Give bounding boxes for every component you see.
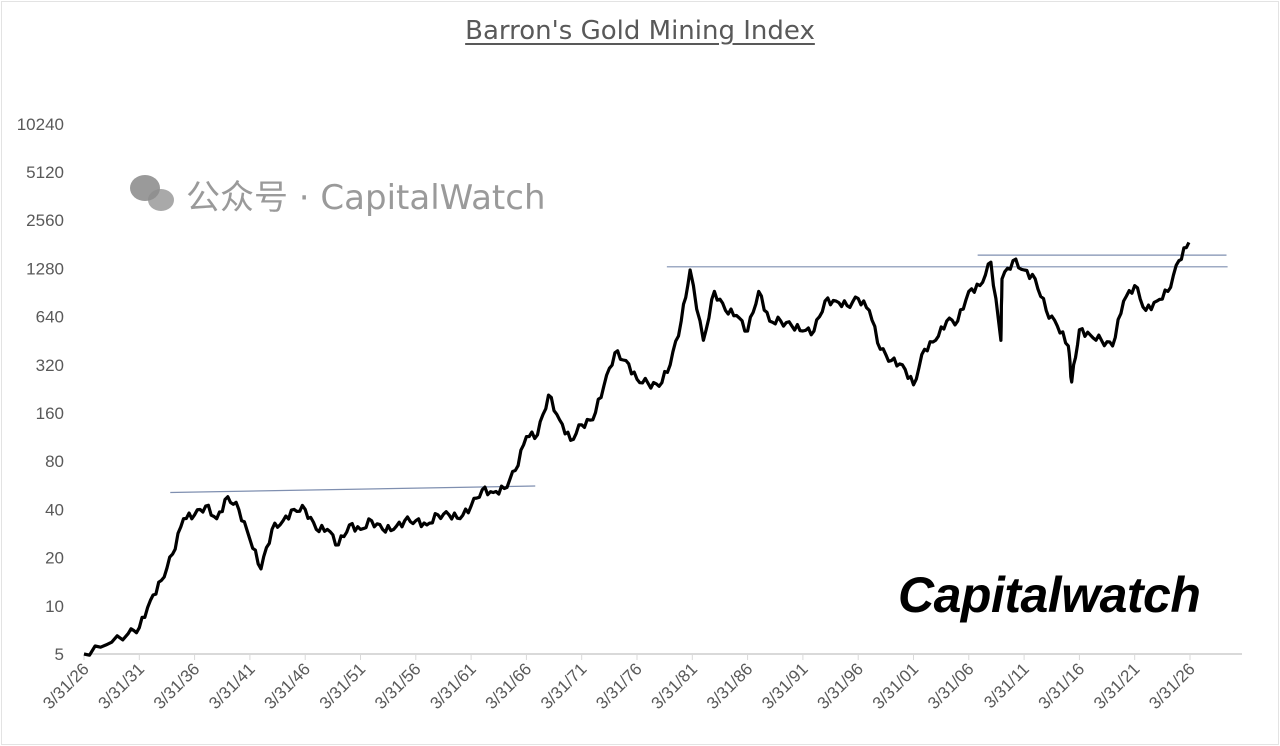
x-axis: 3/31/26 3/31/31 3/31/36 3/31/41 3/31/46 3/31/…: [39, 653, 1242, 713]
x-tick-label: 3/31/91: [758, 659, 812, 713]
y-tick-label: 320: [36, 356, 64, 375]
x-tick-label: 3/31/46: [260, 659, 314, 713]
x-tick-label: 3/31/41: [205, 659, 259, 713]
wechat-watermark-text: 公众号 · CapitalWatch: [186, 178, 546, 218]
x-tick-label: 3/31/06: [924, 659, 978, 713]
x-tick-label: 3/31/56: [371, 659, 425, 713]
x-tick-label: 3/31/61: [426, 659, 480, 713]
x-tick-label: 3/31/76: [592, 659, 646, 713]
wechat-watermark: 公众号 · CapitalWatch: [130, 170, 546, 219]
series-group: [83, 241, 1191, 657]
y-tick-label: 5: [55, 645, 64, 664]
x-tick-label: 3/31/11: [980, 659, 1033, 712]
x-tick-label: 3/31/26: [1145, 659, 1199, 713]
x-tick-label: 3/31/96: [813, 659, 867, 713]
y-tick-label: 5120: [26, 163, 64, 182]
x-tick-label: 3/31/31: [95, 659, 149, 713]
x-tick-label: 3/31/71: [537, 659, 591, 713]
chart-title: Barron's Gold Mining Index: [465, 16, 815, 46]
series-line: [83, 241, 1191, 657]
x-tick-label: 3/31/51: [316, 659, 370, 713]
x-tick-label: 3/31/01: [869, 659, 923, 713]
y-tick-label: 80: [45, 452, 64, 471]
y-tick-label: 640: [36, 308, 64, 327]
x-tick-label: 3/31/21: [1090, 659, 1144, 713]
x-tick-label: 3/31/16: [1035, 659, 1089, 713]
x-tick-label: 3/31/36: [150, 659, 204, 713]
brand-watermark: Capitalwatch: [898, 567, 1201, 623]
y-axis: 5 10 20 40 80 160 320 640 1280 2560 5120 10240: [17, 115, 64, 664]
x-tick-label: 3/31/26: [39, 659, 93, 713]
reference-line: [170, 485, 536, 494]
x-tick-label: 3/31/81: [648, 659, 702, 713]
y-tick-label: 10240: [17, 115, 64, 134]
y-tick-label: 20: [45, 549, 64, 568]
x-tick-label: 3/31/66: [482, 659, 536, 713]
x-tick-label: 3/31/86: [703, 659, 757, 713]
y-tick-label: 160: [36, 404, 64, 423]
reference-lines: [170, 254, 1228, 494]
y-tick-label: 2560: [26, 211, 64, 230]
y-tick-label: 1280: [26, 259, 64, 278]
y-tick-label: 40: [45, 500, 64, 519]
wechat-icon: [130, 174, 176, 215]
y-tick-label: 10: [45, 597, 64, 616]
